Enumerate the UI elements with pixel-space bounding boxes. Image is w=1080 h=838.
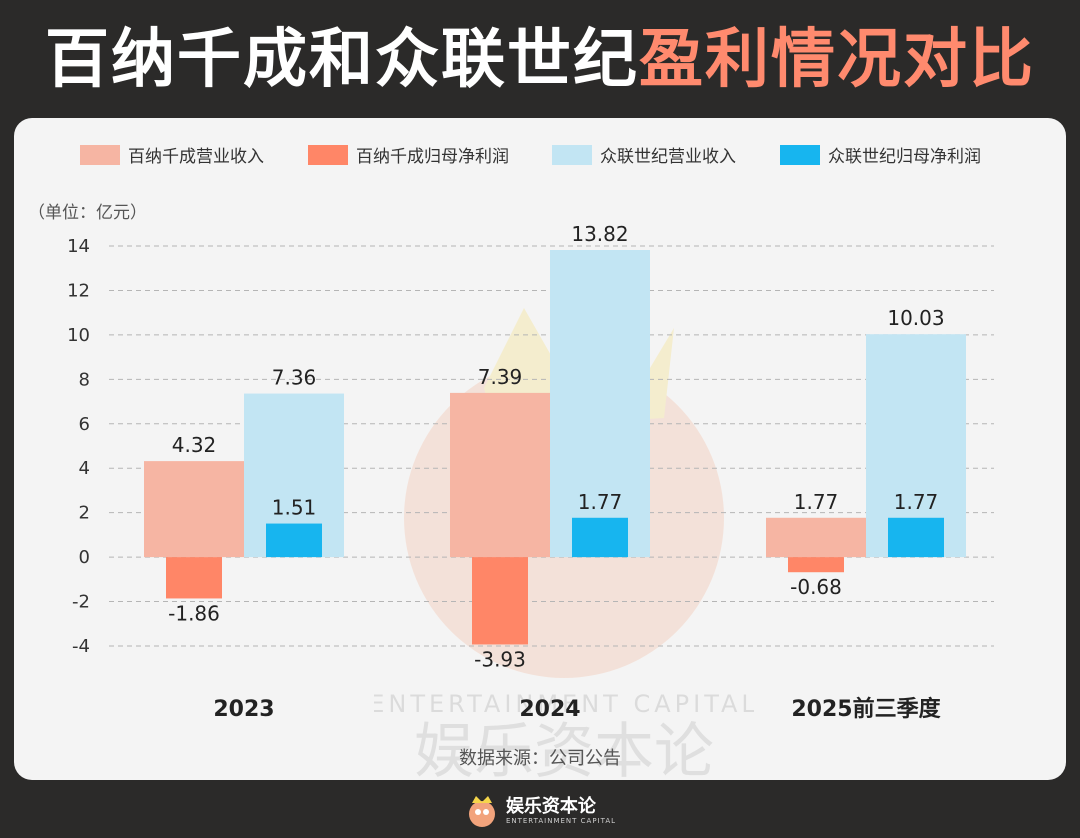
y-tick-label: -4 xyxy=(72,636,90,657)
legend-swatch xyxy=(552,144,592,165)
data-label: 10.03 xyxy=(887,306,944,330)
data-label: 1.51 xyxy=(272,496,317,520)
y-tick-label: 10 xyxy=(67,325,90,346)
legend-label: 百纳千成营业收入 xyxy=(128,147,264,167)
legend-label: 众联世纪营业收入 xyxy=(600,147,736,167)
page-title: 百纳千成和众联世纪盈利情况对比 xyxy=(0,18,1080,102)
chart-card: ENTERTAINMENT CAPITAL 娱乐资本论 百纳千成营业收入 百纳千… xyxy=(14,118,1066,780)
x-category-label: 2023 xyxy=(213,697,274,722)
x-category-label: 2024 xyxy=(519,697,580,722)
bar xyxy=(266,523,322,558)
data-label: 7.39 xyxy=(478,365,523,389)
legend-swatch xyxy=(80,144,120,165)
legend-label: 众联世纪归母净利润 xyxy=(828,147,981,167)
legend-swatch xyxy=(780,144,820,165)
legend-item-zhonglian-revenue: 众联世纪营业收入 xyxy=(552,142,736,167)
bar xyxy=(766,517,866,558)
data-label: -0.68 xyxy=(790,575,842,599)
legend-swatch xyxy=(308,144,348,165)
data-label: 13.82 xyxy=(571,222,628,246)
footer-sub: ENTERTAINMENT CAPITAL xyxy=(505,816,617,825)
bar xyxy=(550,250,650,558)
y-tick-label: 8 xyxy=(79,369,90,390)
bar xyxy=(472,557,528,645)
data-label: 1.77 xyxy=(794,490,839,514)
legend-item-baina-revenue: 百纳千成营业收入 xyxy=(80,142,264,167)
title-main: 百纳千成和众联世纪 xyxy=(45,23,639,97)
legend-label: 百纳千成归母净利润 xyxy=(356,147,509,167)
y-tick-label: -2 xyxy=(72,592,90,613)
data-label: 1.77 xyxy=(894,490,939,514)
bar xyxy=(572,517,628,558)
mascot-icon xyxy=(468,796,495,827)
footer: 娱乐资本论 ENTERTAINMENT CAPITAL xyxy=(0,788,1080,834)
bar xyxy=(888,517,944,558)
y-tick-label: 6 xyxy=(79,414,90,435)
legend: 百纳千成营业收入 百纳千成归母净利润 众联世纪营业收入 众联世纪归母净利润 xyxy=(14,142,1066,172)
footer-logo: 娱乐资本论 ENTERTAINMENT CAPITAL xyxy=(464,793,616,829)
bar xyxy=(450,392,550,558)
bar xyxy=(788,557,844,573)
title-highlight: 盈利情况对比 xyxy=(639,23,1035,97)
data-label: 7.36 xyxy=(272,366,317,390)
source-note: 数据来源：公司公告 xyxy=(459,748,621,769)
y-tick-label: 4 xyxy=(79,458,90,479)
data-label: -1.86 xyxy=(168,601,220,625)
unit-label: （单位：亿元） xyxy=(28,203,147,223)
y-tick-label: 0 xyxy=(79,547,90,568)
legend-item-zhonglian-profit: 众联世纪归母净利润 xyxy=(780,142,981,167)
y-tick-label: 2 xyxy=(79,503,90,524)
data-label: 4.32 xyxy=(172,433,217,457)
footer-brand: 娱乐资本论 xyxy=(505,795,596,817)
bar-chart: -4 -2 0 2 4 6 8 10 12 14 4.32 7.36 -1.86 1.51 2023 7.39… xyxy=(67,222,994,722)
bar xyxy=(144,461,244,558)
x-category-label: 2025前三季度 xyxy=(791,696,941,722)
y-tick-label: 14 xyxy=(67,236,90,257)
bar xyxy=(166,557,222,599)
data-label: 1.77 xyxy=(578,490,623,514)
data-label: -3.93 xyxy=(474,647,526,671)
y-tick-label: 12 xyxy=(67,280,90,301)
legend-item-baina-profit: 百纳千成归母净利润 xyxy=(308,142,509,167)
